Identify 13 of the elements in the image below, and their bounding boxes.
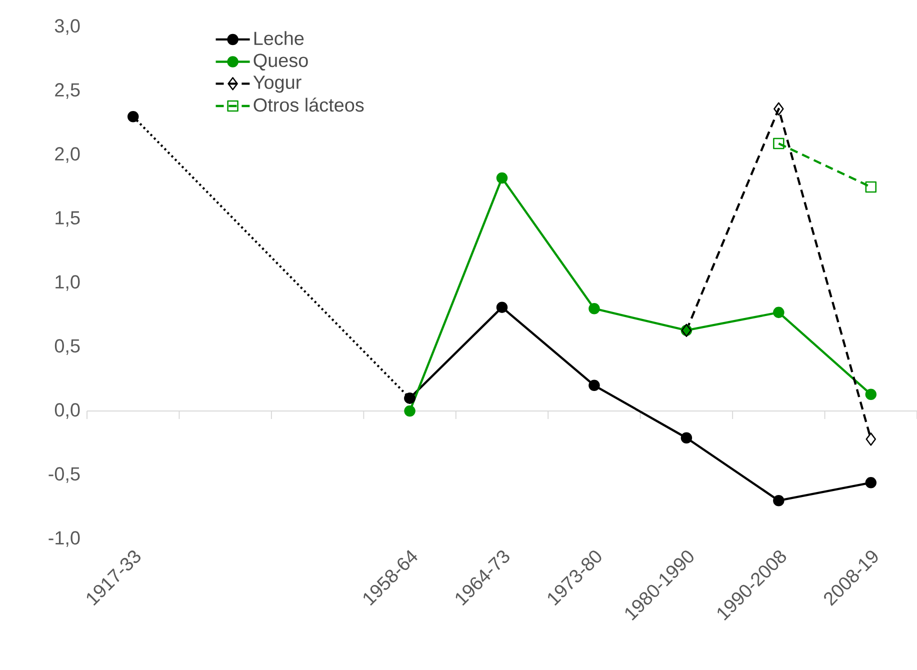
y-tick-label: 1,0 [56,275,80,291]
y-tick-label: 2,0 [55,147,80,163]
legend-label: Otros lácteos [254,98,364,112]
y-tick-label: 0,5 [54,339,80,355]
legend-label: Leche [254,31,304,46]
y-tick-label: -0,5 [48,467,80,483]
y-tick-label: 3,0 [54,19,80,35]
y-tick-label: 1,5 [56,211,80,227]
y-tick-label: 0,0 [54,403,80,419]
y-tick-label: 2,5 [55,83,80,99]
y-tick-label: -1,0 [48,531,80,547]
legend-label: Queso [254,54,308,71]
legend-label: Yogur [253,76,302,93]
